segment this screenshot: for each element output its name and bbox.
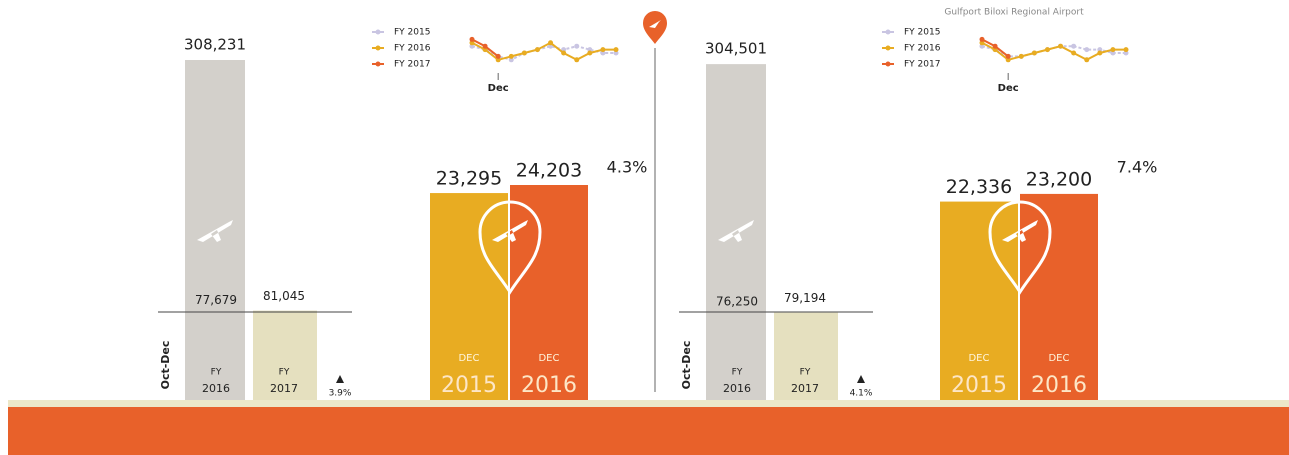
sparkline-point xyxy=(469,36,475,42)
quarter-value: 81,045 xyxy=(263,289,305,303)
sparkline-point xyxy=(992,43,998,49)
pin-outline xyxy=(478,200,542,295)
sparkline-point xyxy=(574,43,580,49)
sparkline-point xyxy=(561,50,567,56)
sparkline-point xyxy=(1084,57,1090,63)
dec-year: 2016 xyxy=(1031,373,1087,398)
sparkline-point xyxy=(1044,47,1050,53)
quarter-bar xyxy=(185,314,245,400)
fy-year: 2016 xyxy=(202,382,230,395)
dec-change: 4.3% xyxy=(607,158,648,177)
sparkline-point xyxy=(508,53,514,59)
fy-year: 2016 xyxy=(723,382,751,395)
footer-band xyxy=(8,407,1289,455)
dec-bar xyxy=(430,193,508,400)
plane-icon xyxy=(492,220,528,242)
dec-bar xyxy=(1020,193,1098,400)
legend-dot xyxy=(885,61,891,67)
sparkline xyxy=(471,41,616,61)
sparkline-point xyxy=(1031,50,1037,56)
sparkline-point xyxy=(1071,43,1077,49)
dec-value: 22,336 xyxy=(946,176,1012,198)
fy-year: 2017 xyxy=(791,382,819,395)
legend-label: FY 2015 xyxy=(904,28,940,38)
legend-label: FY 2017 xyxy=(394,60,430,70)
dec-pin xyxy=(478,200,542,295)
quarter-change: 3.9% xyxy=(329,389,352,399)
sparkline-label: Dec xyxy=(488,83,509,94)
pin-outline xyxy=(988,200,1052,295)
fy-year: 2017 xyxy=(270,382,298,395)
dec-pin xyxy=(988,200,1052,295)
sparkline-point xyxy=(587,50,593,56)
sparkline-point xyxy=(482,43,488,49)
quarter-value: 79,194 xyxy=(784,291,826,305)
sparkline-point xyxy=(534,47,540,53)
sparkline xyxy=(981,41,1126,61)
legend-dot xyxy=(375,45,381,51)
quarter-value: 77,679 xyxy=(195,293,237,307)
sparkline-point xyxy=(1058,43,1064,49)
legend-dot xyxy=(885,29,891,35)
legend-label: FY 2016 xyxy=(394,44,431,54)
dec-month: DEC xyxy=(1048,353,1069,364)
quarter-bar xyxy=(253,310,317,400)
fy-label: FY xyxy=(211,368,222,378)
dec-bar xyxy=(510,185,588,400)
fy-label: FY xyxy=(279,368,290,378)
sparkline-point xyxy=(574,57,580,63)
legend-label: FY 2017 xyxy=(904,60,940,70)
quarter-bar xyxy=(774,312,838,400)
quarter-value: 76,250 xyxy=(716,294,758,308)
period-label: Oct-Dec xyxy=(159,341,172,390)
sparkline-label: Dec xyxy=(998,83,1019,94)
ground-strip xyxy=(8,400,1289,408)
dec-year: 2015 xyxy=(441,373,497,398)
sparkline-point xyxy=(1110,47,1116,53)
total-label: 304,501 xyxy=(705,40,767,58)
total-label: 308,231 xyxy=(184,36,246,54)
plane-icon xyxy=(197,220,233,242)
quarter-bar xyxy=(706,315,766,400)
sparkline-point xyxy=(1018,53,1024,59)
dec-change: 7.4% xyxy=(1117,158,1158,177)
legend-label: FY 2015 xyxy=(394,28,430,38)
dec-year: 2015 xyxy=(951,373,1007,398)
pin-icon xyxy=(643,11,667,44)
quarter-change: 4.1% xyxy=(850,389,873,399)
dec-month: DEC xyxy=(458,353,479,364)
dec-month: DEC xyxy=(538,353,559,364)
dec-value: 24,203 xyxy=(516,160,582,182)
sparkline-point xyxy=(1097,50,1103,56)
legend-dot xyxy=(375,61,381,67)
legend-dot xyxy=(375,29,381,35)
fy-label: FY xyxy=(800,368,811,378)
sparkline-point xyxy=(613,47,619,53)
sparkline-point xyxy=(979,36,985,42)
legend-dot xyxy=(885,45,891,51)
fy-label: FY xyxy=(732,368,743,378)
dec-year: 2016 xyxy=(521,373,577,398)
sparkline-point xyxy=(1123,47,1129,53)
plane-icon xyxy=(1002,220,1038,242)
legend-label: FY 2016 xyxy=(904,44,941,54)
sparkline-point xyxy=(521,50,527,56)
dec-bar xyxy=(940,201,1018,400)
sparkline-point xyxy=(548,40,554,46)
sparkline-point xyxy=(1071,50,1077,56)
airport-title: Gulfport Biloxi Regional Airport xyxy=(944,8,1084,18)
dec-month: DEC xyxy=(968,353,989,364)
dec-value: 23,295 xyxy=(436,168,502,190)
sparkline-point xyxy=(495,53,501,59)
up-arrow xyxy=(857,375,865,383)
sparkline-point xyxy=(1005,53,1011,59)
period-label: Oct-Dec xyxy=(680,341,693,390)
plane-icon xyxy=(718,220,754,242)
up-arrow xyxy=(336,375,344,383)
sparkline-point xyxy=(600,47,606,53)
dec-value: 23,200 xyxy=(1026,168,1092,190)
sparkline-point xyxy=(1084,47,1090,53)
